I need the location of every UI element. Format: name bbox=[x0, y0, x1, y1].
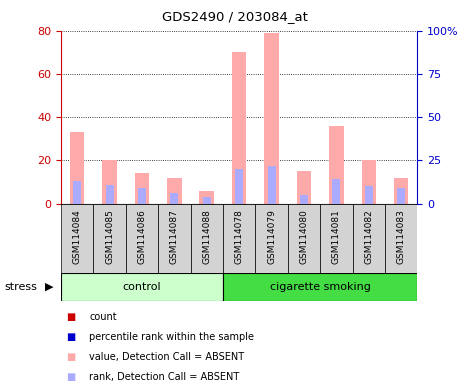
Bar bbox=[329, 126, 344, 204]
Bar bbox=[102, 161, 117, 204]
Bar bbox=[190, 204, 223, 273]
Bar bbox=[362, 161, 376, 204]
Bar bbox=[397, 188, 405, 204]
Bar bbox=[135, 173, 149, 204]
Text: percentile rank within the sample: percentile rank within the sample bbox=[89, 332, 254, 342]
Bar bbox=[256, 204, 288, 273]
Text: GSM114083: GSM114083 bbox=[397, 209, 406, 264]
Text: cigarette smoking: cigarette smoking bbox=[270, 282, 371, 292]
Bar bbox=[385, 204, 417, 273]
Text: rank, Detection Call = ABSENT: rank, Detection Call = ABSENT bbox=[89, 372, 239, 382]
Bar bbox=[138, 188, 146, 204]
Text: GSM114081: GSM114081 bbox=[332, 209, 341, 264]
Text: GSM114087: GSM114087 bbox=[170, 209, 179, 264]
Bar bbox=[170, 193, 178, 204]
Bar bbox=[70, 132, 84, 204]
Text: ■: ■ bbox=[66, 312, 75, 322]
Text: ■: ■ bbox=[66, 372, 75, 382]
Bar bbox=[265, 33, 279, 204]
Text: GDS2490 / 203084_at: GDS2490 / 203084_at bbox=[161, 10, 308, 23]
Text: GSM114084: GSM114084 bbox=[73, 209, 82, 264]
Text: GSM114088: GSM114088 bbox=[202, 209, 212, 264]
Text: GSM114079: GSM114079 bbox=[267, 209, 276, 264]
Bar bbox=[73, 181, 81, 204]
Bar bbox=[300, 195, 308, 204]
Bar bbox=[297, 171, 311, 204]
Bar bbox=[126, 204, 158, 273]
Text: GSM114078: GSM114078 bbox=[234, 209, 244, 264]
Bar bbox=[93, 204, 126, 273]
Bar bbox=[288, 204, 320, 273]
Text: GSM114085: GSM114085 bbox=[105, 209, 114, 264]
Bar bbox=[394, 178, 408, 204]
Bar bbox=[158, 204, 190, 273]
Text: count: count bbox=[89, 312, 117, 322]
Text: GSM114086: GSM114086 bbox=[137, 209, 146, 264]
Text: ■: ■ bbox=[66, 352, 75, 362]
Bar bbox=[223, 204, 256, 273]
Text: value, Detection Call = ABSENT: value, Detection Call = ABSENT bbox=[89, 352, 244, 362]
Bar bbox=[353, 204, 385, 273]
Bar bbox=[235, 169, 243, 204]
Bar bbox=[61, 273, 223, 301]
Bar bbox=[333, 179, 340, 204]
Bar bbox=[232, 52, 247, 204]
Text: control: control bbox=[123, 282, 161, 292]
Text: GSM114082: GSM114082 bbox=[364, 209, 373, 264]
Bar bbox=[223, 273, 417, 301]
Bar bbox=[61, 204, 93, 273]
Bar bbox=[167, 178, 182, 204]
Text: ■: ■ bbox=[66, 332, 75, 342]
Bar bbox=[320, 204, 353, 273]
Text: ▶: ▶ bbox=[45, 282, 53, 292]
Text: stress: stress bbox=[5, 282, 38, 292]
Bar bbox=[268, 166, 276, 204]
Bar bbox=[199, 190, 214, 204]
Bar bbox=[365, 186, 373, 204]
Text: GSM114080: GSM114080 bbox=[300, 209, 309, 264]
Bar bbox=[106, 185, 113, 204]
Bar bbox=[203, 197, 211, 204]
